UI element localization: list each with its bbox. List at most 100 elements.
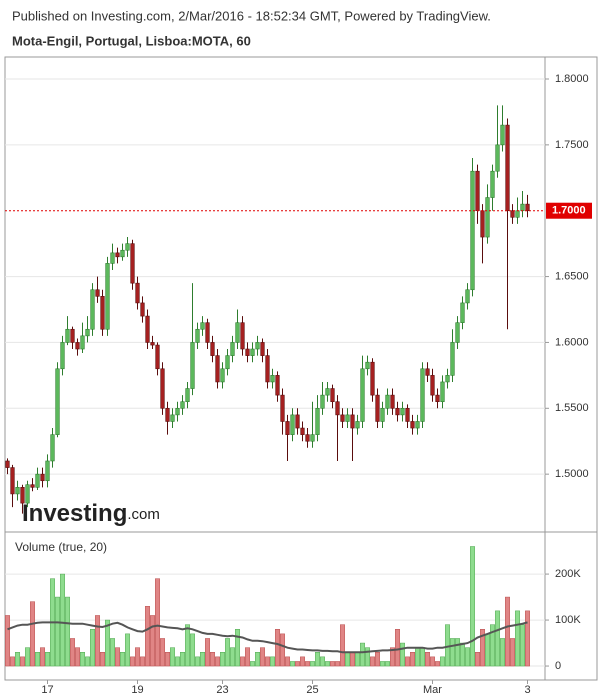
volume-bar: [220, 652, 225, 667]
candle-body: [55, 368, 60, 435]
volume-bar: [330, 661, 335, 667]
volume-bar: [210, 652, 215, 667]
volume-bar: [155, 578, 160, 667]
volume-bar: [90, 629, 95, 667]
volume-bar: [70, 638, 75, 667]
candle-body: [490, 170, 495, 198]
candle-body: [10, 467, 15, 495]
candle-body: [20, 487, 25, 504]
volume-bar: [110, 638, 115, 667]
volume-bar: [415, 647, 420, 667]
y-tick-label: 1.8000: [555, 73, 589, 85]
candle-body: [320, 394, 325, 409]
candle-body: [370, 361, 375, 396]
candle-body: [195, 328, 200, 343]
volume-bar: [150, 615, 155, 667]
candle-body: [240, 322, 245, 350]
volume-bar: [250, 661, 255, 667]
volume-bar: [190, 633, 195, 667]
candle-body: [510, 210, 515, 218]
y-tick-label: 0: [555, 660, 561, 672]
candle-body: [60, 342, 65, 370]
candle-body: [445, 375, 450, 383]
y-tick-label: 1.5000: [555, 468, 589, 480]
candle-body: [15, 487, 20, 495]
y-tick-label: 1.7500: [555, 139, 589, 151]
candle-body: [85, 328, 90, 337]
candle-body: [475, 170, 480, 212]
volume-bar: [55, 596, 60, 667]
y-tick-label: 1.6500: [555, 270, 589, 282]
x-tick-label: 25: [306, 684, 318, 696]
volume-bar: [235, 629, 240, 667]
volume-bar: [5, 615, 10, 667]
last-price-box: [546, 202, 592, 219]
volume-bar: [165, 652, 170, 667]
candle-body: [200, 322, 205, 330]
volume-bar: [105, 619, 110, 667]
candle-body: [290, 414, 295, 435]
volume-bar: [310, 661, 315, 667]
candle-body: [505, 124, 510, 212]
volume-bar: [45, 652, 50, 667]
candle-body: [190, 342, 195, 389]
candle-body: [40, 473, 45, 482]
volume-bar: [465, 647, 470, 667]
candle-body: [30, 484, 35, 488]
last-price-label: 1.7000: [552, 205, 586, 217]
volume-bar: [40, 647, 45, 667]
volume-bar: [400, 642, 405, 667]
volume-bar: [280, 633, 285, 667]
candle-body: [350, 414, 355, 429]
volume-bar: [275, 629, 280, 667]
volume-bar: [175, 656, 180, 667]
candle-body: [520, 203, 525, 212]
volume-bar: [145, 606, 150, 667]
candle-body: [460, 302, 465, 323]
candle-body: [305, 434, 310, 442]
volume-bar: [445, 624, 450, 667]
candle-body: [395, 407, 400, 416]
volume-bar: [285, 656, 290, 667]
volume-bar: [480, 629, 485, 667]
volume-bar: [490, 624, 495, 667]
volume-bar: [300, 656, 305, 667]
candle-body: [105, 263, 110, 330]
volume-bar: [185, 624, 190, 667]
y-tick-label: 100K: [555, 614, 581, 626]
volume-bar: [325, 661, 330, 667]
candle-body: [515, 210, 520, 218]
volume-bar: [350, 652, 355, 667]
volume-bar: [420, 647, 425, 667]
volume-bar: [395, 629, 400, 667]
y-tick-label: 1.5500: [555, 402, 589, 414]
volume-bar: [425, 652, 430, 667]
volume-bar: [470, 546, 475, 667]
volume-bar: [85, 656, 90, 667]
candle-body: [280, 394, 285, 422]
candle-body: [400, 407, 405, 416]
volume-average-line: [7, 621, 528, 654]
volume-bar: [295, 661, 300, 667]
candle-body: [100, 296, 105, 330]
candle-body: [295, 414, 300, 429]
volume-bar: [525, 610, 530, 667]
candle-body: [440, 381, 445, 403]
candle-body: [150, 342, 155, 346]
candle-body: [45, 460, 50, 482]
candle-body: [500, 124, 505, 146]
candle-body: [225, 355, 230, 370]
volume-bar: [60, 573, 65, 667]
candle-body: [220, 368, 225, 383]
candle-body: [95, 289, 100, 297]
candle-body: [75, 342, 80, 350]
volume-bar: [195, 656, 200, 667]
volume-bar: [515, 610, 520, 667]
candle-body: [215, 355, 220, 383]
candle-body: [155, 344, 160, 370]
instrument-title: Mota-Engil, Portugal, Lisboa:MOTA, 60: [12, 33, 251, 48]
candle-body: [5, 460, 10, 468]
volume-bar: [100, 652, 105, 667]
candle-body: [335, 401, 340, 416]
volume-bar: [215, 656, 220, 667]
